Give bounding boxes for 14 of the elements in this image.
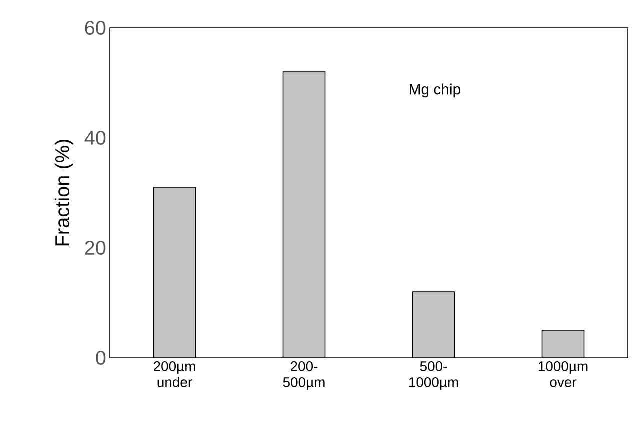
y-axis-title: Fraction (%)	[54, 140, 74, 246]
bar	[282, 72, 326, 358]
annotation: Mg chip	[410, 84, 460, 98]
y-tick-label: 20	[85, 240, 106, 256]
x-tick-label: 1000µm over	[538, 362, 588, 388]
y-tick-label: 60	[85, 20, 106, 36]
bar	[412, 292, 456, 358]
x-tick-label: 500-1000µm	[409, 362, 458, 390]
x-tick-label: 200-500µm	[283, 362, 325, 390]
bar	[153, 187, 196, 358]
bar	[542, 330, 585, 358]
y-tick-label: 40	[84, 130, 106, 146]
y-tick-label: 0	[96, 350, 106, 366]
x-tick-label: 200µm under	[154, 362, 196, 388]
